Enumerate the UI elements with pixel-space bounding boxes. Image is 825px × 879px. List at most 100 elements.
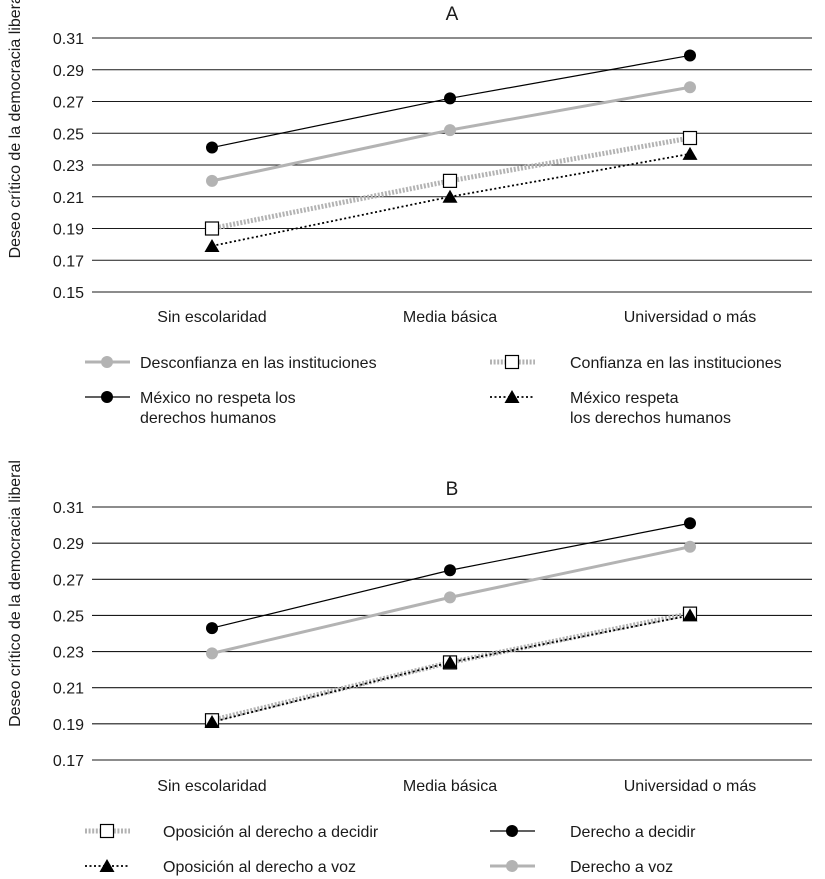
chart-a-series-markers (204, 130, 698, 236)
legend-label: Confianza en las instituciones (570, 355, 782, 372)
chart-a-data-point (444, 92, 456, 105)
chart-a-data-point (684, 49, 696, 62)
chart-a-data-point (204, 238, 220, 252)
chart-b-x-tick-label: Sin escolaridad (157, 778, 266, 795)
chart-a-series (211, 54, 691, 149)
chart-b-series-line (449, 522, 691, 571)
chart-a-data-point (204, 221, 220, 236)
chart-b-series-markers (206, 517, 696, 635)
chart-a: A Deseo crítico de la democracia liberal 0… (7, 0, 812, 427)
chart-a-series-markers (206, 81, 696, 187)
chart-a-y-tick-label: 0.23 (53, 158, 84, 175)
chart-b-series (211, 614, 691, 723)
chart-a-series-line (211, 128, 451, 183)
chart-a-series-line (449, 85, 691, 132)
chart-b-y-tick-label: 0.27 (53, 572, 84, 589)
legend-label: México no respeta los derechos humanos (140, 390, 296, 427)
chart-b-data-point (204, 715, 220, 729)
chart-a-y-tick-label: 0.25 (53, 126, 84, 143)
chart-b: B Deseo crítico de la democracia liberal 0… (7, 460, 812, 876)
chart-a-data-point (206, 141, 218, 154)
chart-a-data-point (684, 81, 696, 94)
chart-a-series-line (449, 54, 691, 99)
chart-b-series-markers (206, 540, 696, 660)
chart-a-title: A (446, 4, 459, 25)
chart-b-title: B (446, 479, 459, 500)
chart-a-series (211, 85, 691, 183)
chart-a-y-tick-label: 0.21 (53, 190, 84, 207)
chart-a-series-line (211, 195, 451, 247)
chart-a-series-line (449, 153, 691, 198)
chart-b-x-tick-label: Universidad o más (624, 778, 757, 795)
chart-b-data-point (444, 564, 456, 577)
legend-marker (99, 823, 115, 839)
chart-b-legend-item: Derecho a decidir (490, 824, 696, 841)
chart-a-data-point (442, 189, 458, 203)
chart-a-y-tick-label: 0.17 (53, 253, 84, 270)
chart-a-x-tick-label: Media básica (403, 309, 497, 326)
chart-a-series-markers (204, 146, 698, 252)
chart-b-series-markers (204, 608, 698, 729)
chart-a-data-point (206, 174, 218, 187)
legend-marker (504, 354, 520, 370)
chart-a-data-point (682, 146, 698, 160)
legend-label: Oposición al derecho a decidir (163, 824, 379, 841)
chart-b-series-line (211, 595, 451, 655)
chart-b-y-tick-label: 0.21 (53, 681, 84, 698)
chart-b-series (211, 522, 691, 629)
chart-b-series-line (449, 614, 691, 664)
chart-b-data-point (444, 591, 456, 604)
chart-a-y-tick-label: 0.27 (53, 95, 84, 112)
legend-marker (101, 356, 113, 368)
chart-a-series-line (449, 135, 691, 184)
chart-a-series-line (211, 97, 451, 149)
chart-b-y-axis-label: Deseo crítico de la democracia liberal (7, 460, 24, 727)
legend-label: México respeta los derechos humanos (570, 390, 731, 427)
chart-b-x-tick-label: Media básica (403, 778, 497, 795)
chart-a-data-point (442, 173, 458, 188)
legend-marker (506, 860, 518, 872)
chart-b-y-tick-label: 0.31 (53, 500, 84, 517)
chart-a-series-line (211, 178, 451, 231)
chart-b-data-point (206, 647, 218, 660)
legend-label: Oposición al derecho a voz (163, 859, 356, 876)
chart-b-series-line (211, 569, 451, 629)
chart-a-legend-item: Confianza en las instituciones (490, 354, 782, 372)
chart-a-series (211, 135, 691, 231)
chart-b-y-tick-label: 0.29 (53, 536, 84, 553)
chart-a-y-tick-label: 0.29 (53, 63, 84, 80)
legend-marker (504, 390, 520, 403)
chart-b-legend-item: Oposición al derecho a decidir (85, 823, 379, 841)
chart-b-series-line (211, 661, 451, 723)
chart-a-data-point (682, 130, 698, 146)
chart-b-legend-item: Derecho a voz (490, 859, 673, 876)
legend-label: Derecho a decidir (570, 824, 696, 841)
chart-a-x-tick-label: Universidad o más (624, 309, 757, 326)
chart-b-data-point (684, 540, 696, 553)
chart-a-y-tick-label: 0.19 (53, 222, 84, 239)
legend-label: Desconfianza en las instituciones (140, 355, 377, 372)
chart-a-y-tick-label: 0.15 (53, 285, 84, 302)
chart-a-series (211, 153, 691, 247)
legend-marker (506, 825, 518, 837)
legend-label: Derecho a voz (570, 859, 673, 876)
chart-b-data-point (206, 622, 218, 635)
chart-a-legend-item: Desconfianza en las instituciones (85, 355, 377, 372)
chart-a-y-axis-label: Deseo crítico de la democracia liberal (7, 0, 24, 258)
chart-a-data-point (444, 124, 456, 137)
chart-b-y-tick-label: 0.23 (53, 645, 84, 662)
chart-a-y-tick-label: 0.31 (53, 31, 84, 48)
chart-b-data-point (682, 608, 698, 622)
chart-b-y-tick-label: 0.17 (53, 753, 84, 770)
chart-b-data-point (684, 517, 696, 530)
chart-a-legend-item: México no respeta los derechos humanos (85, 390, 296, 427)
chart-b-series (211, 545, 691, 655)
chart-a-legend-item: México respeta los derechos humanos (490, 390, 731, 427)
chart-b-data-point (442, 655, 458, 669)
chart-b-series-line (449, 545, 691, 599)
chart-b-legend-item: Oposición al derecho a voz (85, 859, 356, 876)
chart-a-x-tick-label: Sin escolaridad (157, 309, 266, 326)
legend-marker (99, 859, 115, 872)
legend-marker (101, 391, 113, 403)
